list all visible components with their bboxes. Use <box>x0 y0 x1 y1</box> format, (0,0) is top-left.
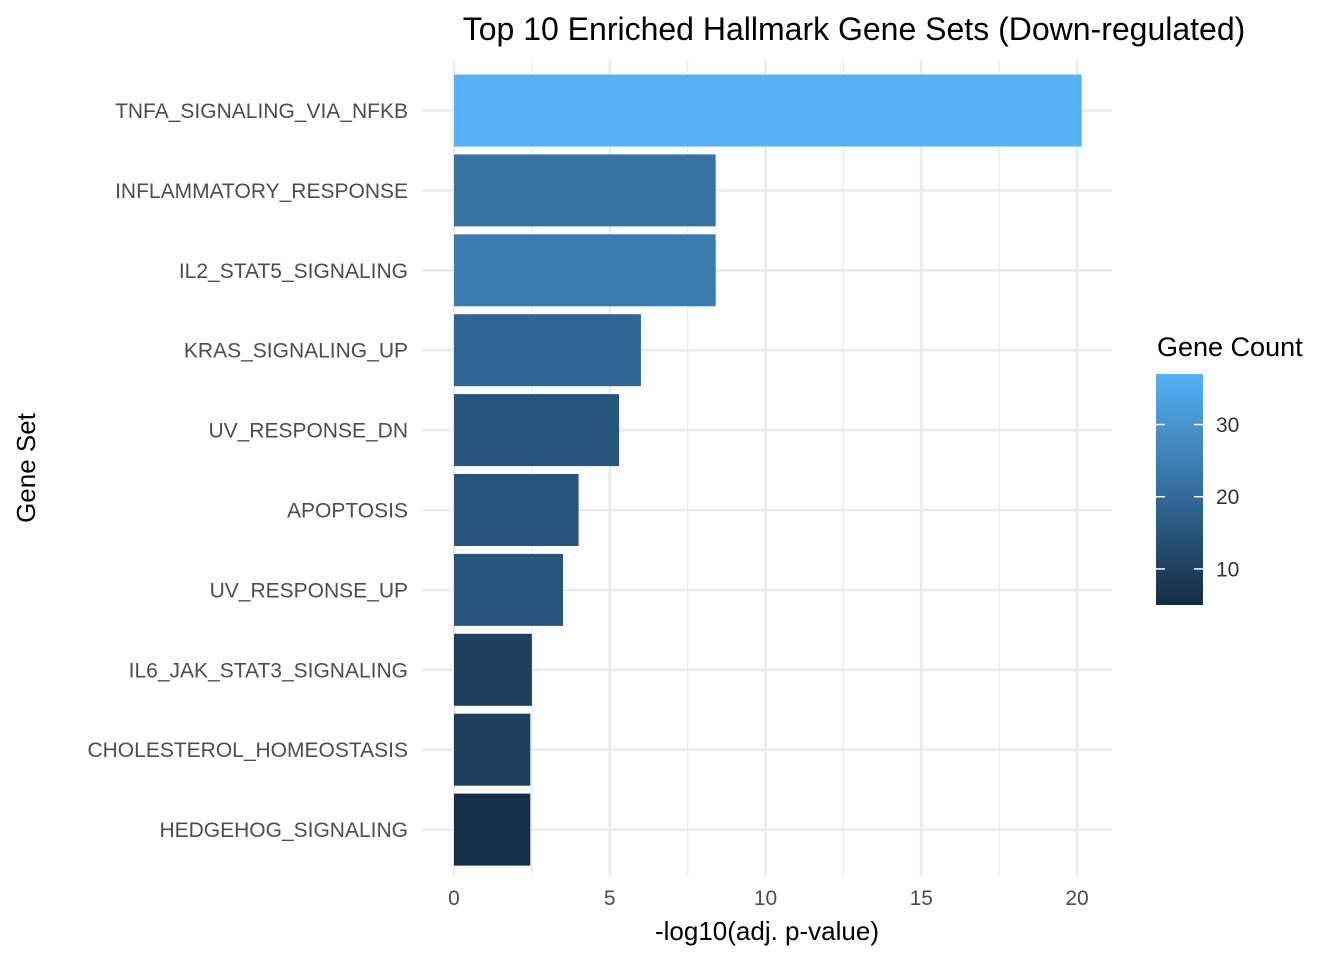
chart-title: Top 10 Enriched Hallmark Gene Sets (Down… <box>463 11 1246 47</box>
x-tick-label: 10 <box>754 887 777 910</box>
bar <box>454 713 531 786</box>
y-tick-label: UV_RESPONSE_DN <box>208 420 408 443</box>
y-tick-label: CHOLESTEROL_HOMEOSTASIS <box>87 739 408 762</box>
y-axis-tick-labels: TNFA_SIGNALING_VIA_NFKB INFLAMMATORY_RESP… <box>87 100 408 842</box>
y-axis-title: Gene Set <box>11 412 41 523</box>
y-tick-label: IL2_STAT5_SIGNALING <box>179 260 408 283</box>
legend-tick-label: 10 <box>1216 558 1239 581</box>
bar <box>454 154 716 227</box>
x-tick-label: 15 <box>910 887 933 910</box>
y-tick-label: INFLAMMATORY_RESPONSE <box>115 180 408 203</box>
bar <box>454 474 579 546</box>
legend-tick-label: 30 <box>1216 414 1239 437</box>
bar <box>454 633 532 706</box>
bars <box>454 74 1082 866</box>
x-tick-label: 20 <box>1065 887 1088 910</box>
y-tick-label: KRAS_SIGNALING_UP <box>184 340 408 363</box>
y-tick-label: UV_RESPONSE_UP <box>210 579 408 602</box>
bar <box>454 553 564 626</box>
x-tick-label: 0 <box>448 887 460 910</box>
y-tick-label: APOPTOSIS <box>287 500 408 523</box>
y-tick-label: HEDGEHOG_SIGNALING <box>159 819 408 842</box>
bar <box>454 234 716 307</box>
legend-title: Gene Count <box>1157 332 1303 362</box>
x-axis-title: -log10(adj. p-value) <box>655 916 879 946</box>
y-tick-label: TNFA_SIGNALING_VIA_NFKB <box>115 100 408 123</box>
legend-colorbar <box>1156 374 1203 605</box>
bar <box>454 74 1082 147</box>
legend-ticks: 10 20 30 <box>1156 414 1239 581</box>
x-tick-label: 5 <box>604 887 616 910</box>
bar <box>454 793 531 866</box>
bar <box>454 314 641 387</box>
legend: Gene Count 10 20 30 <box>1156 332 1303 605</box>
bar <box>454 394 620 467</box>
y-tick-label: IL6_JAK_STAT3_SIGNALING <box>129 659 408 682</box>
x-axis-tick-labels: 0 5 10 15 20 <box>448 887 1089 910</box>
legend-tick-label: 20 <box>1216 486 1239 509</box>
